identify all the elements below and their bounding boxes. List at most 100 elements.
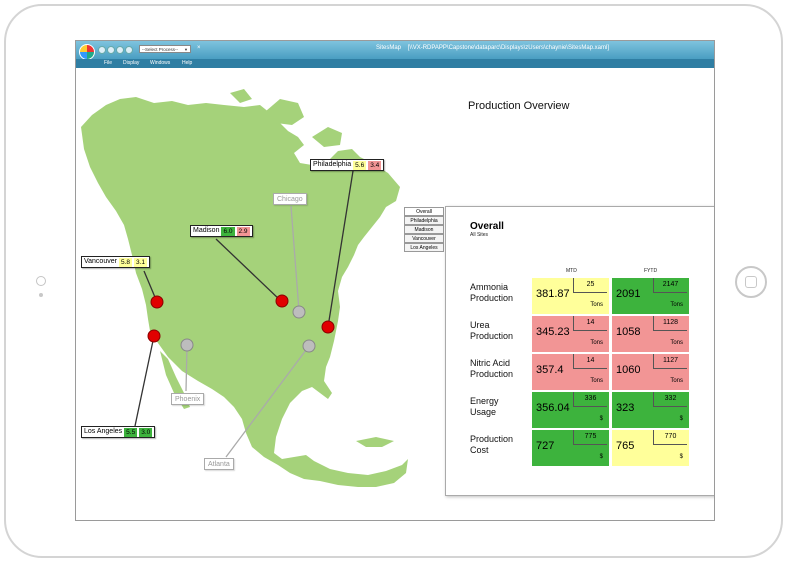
kpi-target: 14 [573, 316, 607, 331]
kpi-value: 357.4 [536, 364, 564, 376]
site-name: Vancouver [84, 258, 117, 265]
home-button[interactable] [735, 266, 767, 298]
window-title: SitesMap [\\VX-RDPAPP\Capstone\dataparc\… [376, 45, 609, 51]
column-header-fytd: FYTD [644, 268, 658, 274]
process-select[interactable]: --Select Process-- ▼ [139, 45, 191, 53]
kpi-unit: Tons [670, 302, 683, 308]
vancouver-marker[interactable] [150, 295, 164, 309]
kpi-target: 775 [573, 430, 607, 445]
panel-title: Overall [470, 221, 504, 232]
menu-display[interactable]: Display [123, 60, 140, 66]
atlanta-label[interactable]: Atlanta [204, 458, 234, 470]
kpi-cell-fytd[interactable]: 1060 1127 Tons [612, 354, 689, 390]
kpi-cell-fytd[interactable]: 765 770 $ [612, 430, 689, 466]
site-name: Madison [193, 227, 220, 234]
site-name: Los Angeles [84, 428, 123, 435]
window-app-title: SitesMap [376, 45, 402, 51]
close-icon[interactable]: × [197, 45, 201, 51]
kpi-cell-mtd[interactable]: 727 775 $ [532, 430, 609, 466]
kpi-cell-fytd[interactable]: 2091 2147 Tons [612, 278, 689, 314]
phoenix-leader-line [185, 345, 188, 392]
chicago-marker[interactable] [292, 305, 306, 319]
philadelphia-leader-line [327, 170, 354, 328]
map-caribbean [356, 437, 394, 447]
kpi-value: 2091 [616, 288, 641, 300]
chevron-down-icon: ▼ [184, 47, 188, 52]
row-label-line-2: Cost [470, 445, 489, 455]
north-america-map [81, 89, 408, 487]
losangeles-marker[interactable] [147, 329, 161, 343]
refresh-icon[interactable] [116, 46, 124, 54]
sensor-dot [39, 293, 43, 297]
madison-marker[interactable] [275, 294, 289, 308]
madison-callout[interactable]: Madison 6.0 2.9 [190, 225, 253, 237]
row-label-line-1: Ammonia [470, 282, 509, 292]
losangeles-callout[interactable]: Los Angeles 5.5 3.0 [81, 426, 156, 438]
kpi-cell-mtd[interactable]: 357.4 14 Tons [532, 354, 609, 390]
madison-leader-line [215, 238, 282, 302]
phoenix-marker[interactable] [180, 338, 194, 352]
tab-overall[interactable]: Overall [404, 207, 444, 216]
row-label-line-2: Production [470, 331, 514, 341]
kpi-target: 336 [573, 392, 607, 407]
site-value-1: 5.5 [124, 427, 138, 437]
kpi-unit: Tons [590, 302, 603, 308]
site-value-1: 5.6 [353, 160, 367, 170]
site-value-1: 5.8 [118, 257, 132, 267]
kpi-target: 1128 [653, 316, 687, 331]
process-select-value: --Select Process-- [142, 47, 179, 52]
row-label-line-2: Usage [470, 407, 497, 417]
kpi-cell-fytd[interactable]: 323 332 $ [612, 392, 689, 428]
row-label-line-1: Energy [470, 396, 499, 406]
row-label-line-2: Production [470, 293, 514, 303]
kpi-cell-mtd[interactable]: 345.23 14 Tons [532, 316, 609, 352]
home-icon [745, 276, 757, 288]
row-label: Energy Usage [470, 396, 499, 418]
back-icon[interactable] [98, 46, 106, 54]
row-label-line-2: Production [470, 369, 514, 379]
map-island [312, 127, 342, 147]
map-island [266, 99, 304, 125]
site-value-2: 3.0 [139, 427, 153, 437]
row-label-line-1: Urea [470, 320, 490, 330]
menu-file[interactable]: File [104, 60, 113, 66]
forward-icon[interactable] [107, 46, 115, 54]
kpi-unit: $ [599, 454, 603, 460]
kpi-cell-fytd[interactable]: 1058 1128 Tons [612, 316, 689, 352]
philadelphia-callout[interactable]: Philadelphia 5.6 3.4 [310, 159, 385, 171]
menu-help[interactable]: Help [182, 60, 193, 66]
row-label: Ammonia Production [470, 282, 513, 304]
camera [36, 276, 46, 286]
kpi-unit: $ [679, 454, 683, 460]
chicago-leader-line [290, 205, 300, 312]
column-header-mtd: MTD [566, 268, 577, 274]
kpi-cell-mtd[interactable]: 381.87 25 Tons [532, 278, 609, 314]
kpi-target: 332 [653, 392, 687, 407]
kpi-cell-mtd[interactable]: 356.04 336 $ [532, 392, 609, 428]
kpi-target: 14 [573, 354, 607, 369]
atlanta-marker[interactable] [302, 339, 316, 353]
philadelphia-marker[interactable] [321, 320, 335, 334]
row-label-line-1: Nitric Acid [470, 358, 511, 368]
losangeles-leader-line [134, 335, 155, 427]
site-value-2: 2.9 [236, 226, 250, 236]
map-island [230, 89, 252, 103]
tab-vancouver[interactable]: Vancouver [404, 234, 444, 243]
tab-philadelphia[interactable]: Philadelphia [404, 216, 444, 225]
chicago-label[interactable]: Chicago [273, 193, 307, 205]
row-label: Nitric Acid Production [470, 358, 513, 380]
panel-subtitle: All Sites [470, 232, 489, 238]
overview-panel: Overall All Sites MTD FYTD Ammonia Produc… [445, 206, 714, 496]
menu-bar: File Display Windows Help [76, 59, 714, 68]
tab-los-angeles[interactable]: Los Angeles [404, 243, 444, 252]
row-label-line-1: Production [470, 434, 514, 444]
menu-windows[interactable]: Windows [150, 60, 171, 66]
title-bar: --Select Process-- ▼ × SitesMap [\\VX-RDP… [76, 41, 714, 60]
kpi-target: 1127 [653, 354, 687, 369]
home-nav-icon[interactable] [125, 46, 133, 54]
atlanta-leader-line [225, 345, 310, 458]
tab-madison[interactable]: Madison [404, 225, 444, 234]
phoenix-label[interactable]: Phoenix [171, 393, 205, 405]
kpi-unit: $ [679, 416, 683, 422]
vancouver-callout[interactable]: Vancouver 5.8 3.1 [81, 256, 151, 268]
